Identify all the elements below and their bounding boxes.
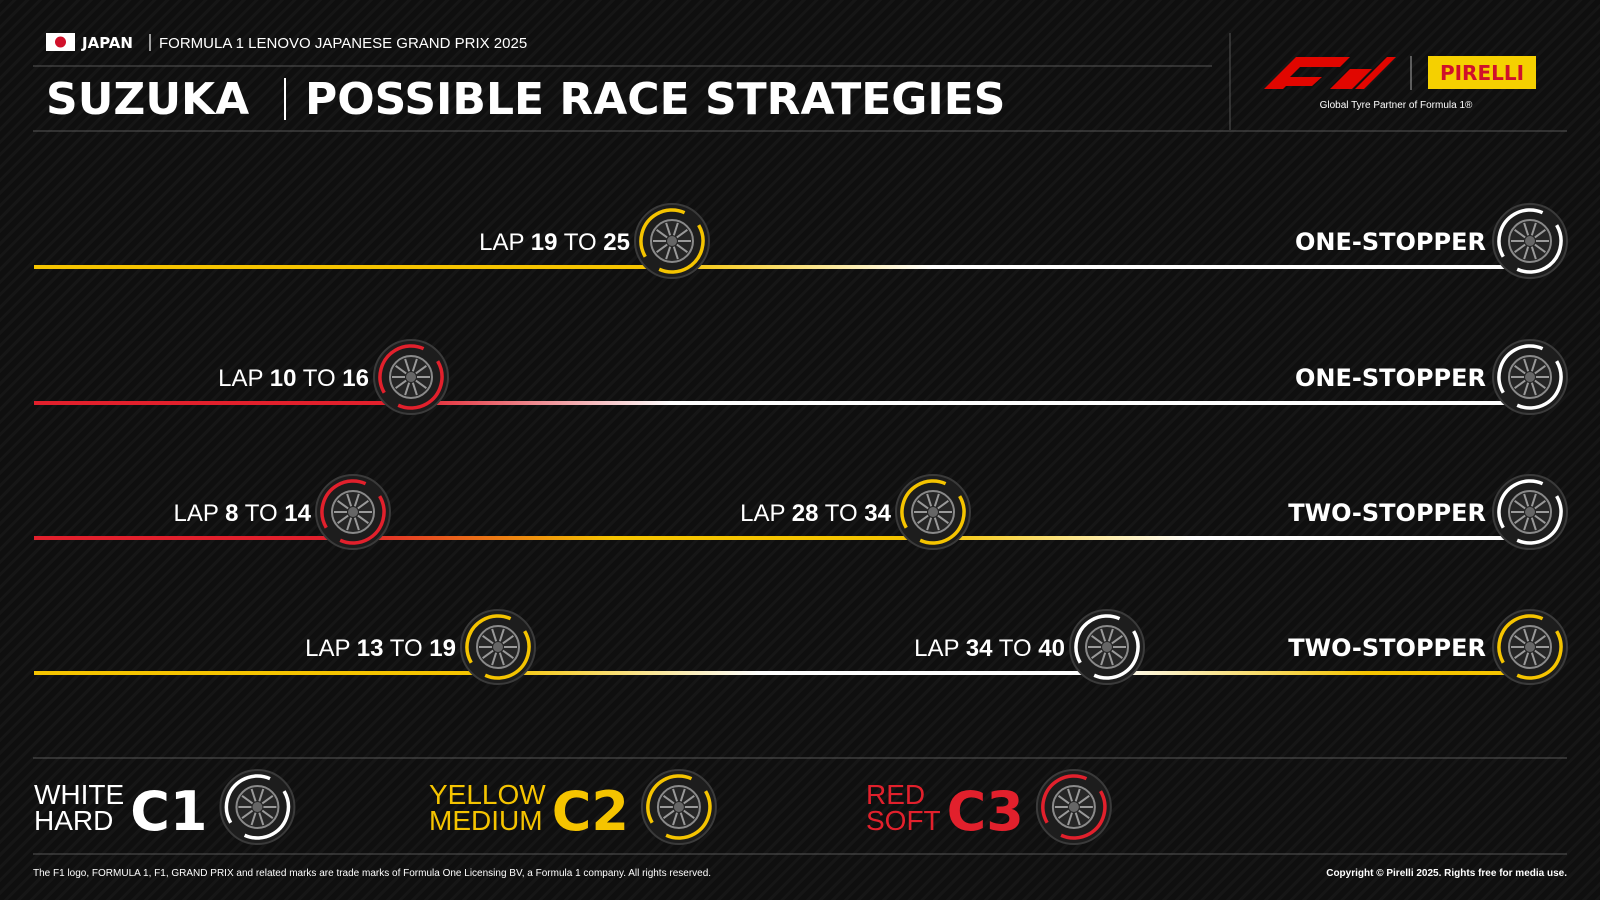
stop-lap: LAP xyxy=(218,365,263,392)
title: POSSIBLE RACE STRATEGIES xyxy=(305,74,1006,125)
stop-lap: LAP xyxy=(479,229,524,256)
stop-label: LAP 28 TO 34 xyxy=(740,500,891,527)
legend-color: YELLOW xyxy=(429,779,546,810)
stop-to: 14 xyxy=(284,500,311,527)
stop-to: 25 xyxy=(603,229,630,256)
tyre xyxy=(1492,609,1568,685)
event: FORMULA 1 LENOVO JAPANESE GRAND PRIX 202… xyxy=(159,35,527,52)
stop-from: 19 xyxy=(531,229,558,256)
legend-compound: MEDIUM xyxy=(429,805,543,836)
tyre xyxy=(1492,203,1568,279)
tyre xyxy=(219,769,296,845)
tyre xyxy=(1035,769,1112,845)
tyre xyxy=(1492,339,1568,415)
stop-label: LAP 13 TO 19 xyxy=(305,635,456,662)
stop-to-word: TO xyxy=(390,635,423,662)
pirelli-logo xyxy=(1428,56,1536,89)
strategies: LAP 19 TO 25 ONE-STOPPER LAP 10 TO 16 ONE-S… xyxy=(34,203,1568,685)
strategy-row: LAP 10 TO 16 ONE-STOPPER xyxy=(34,339,1568,415)
legend-color: WHITE xyxy=(34,779,124,810)
tyre xyxy=(315,474,391,550)
stop-to: 16 xyxy=(342,365,369,392)
country: JAPAN xyxy=(81,34,133,52)
strategy-name: TWO-STOPPER xyxy=(1288,634,1486,662)
stop-to: 19 xyxy=(429,635,456,662)
legend-code: C1 xyxy=(130,780,207,843)
tyre xyxy=(460,609,536,685)
stop-to-word: TO xyxy=(245,500,278,527)
stop-to-word: TO xyxy=(303,365,336,392)
stop-from: 10 xyxy=(270,365,297,392)
stop-label: LAP 8 TO 14 xyxy=(174,500,312,527)
legend-code: C2 xyxy=(552,780,629,843)
stop-from: 34 xyxy=(966,635,993,662)
stop-from: 8 xyxy=(225,500,238,527)
legend-compound: HARD xyxy=(34,805,113,836)
legend-color: RED xyxy=(866,779,925,810)
tyre xyxy=(895,474,971,550)
stop-to-word: TO xyxy=(564,229,597,256)
stop-from: 13 xyxy=(357,635,384,662)
stop-to: 40 xyxy=(1038,635,1065,662)
tyre xyxy=(1492,474,1568,550)
strategy-name: ONE-STOPPER xyxy=(1295,364,1486,392)
tyre xyxy=(640,769,717,845)
legend-code: C3 xyxy=(947,780,1024,843)
tyre xyxy=(1069,609,1145,685)
strategy-name: TWO-STOPPER xyxy=(1288,499,1486,527)
partner: Global Tyre Partner of Formula 1® xyxy=(1320,100,1473,111)
stop-label: LAP 19 TO 25 xyxy=(479,229,630,256)
strategy-row: LAP 13 TO 19 LAP 34 TO 40 TWO-STOPPER xyxy=(34,609,1568,685)
stop-lap: LAP xyxy=(740,500,785,527)
tyre xyxy=(634,203,710,279)
stop-to-word: TO xyxy=(825,500,858,527)
stop-from: 28 xyxy=(792,500,819,527)
f1-logo xyxy=(1264,57,1396,89)
strategy-row: LAP 19 TO 25 ONE-STOPPER xyxy=(34,203,1568,279)
stop-label: LAP 10 TO 16 xyxy=(218,365,369,392)
strategy-row: LAP 8 TO 14 LAP 28 TO 34 TWO-STOPPER xyxy=(34,474,1568,550)
stop-label: LAP 34 TO 40 xyxy=(914,635,1065,662)
stop-to-word: TO xyxy=(999,635,1032,662)
legend-compound: SOFT xyxy=(866,805,941,836)
stop-lap: LAP xyxy=(914,635,959,662)
stop-lap: LAP xyxy=(305,635,350,662)
stop-to: 34 xyxy=(864,500,891,527)
flag-sun xyxy=(55,36,66,48)
circuit: SUZUKA xyxy=(46,74,249,125)
brand: PIRELLI xyxy=(1440,61,1524,85)
copyright: Copyright © Pirelli 2025. Rights free fo… xyxy=(1326,868,1567,879)
disclaimer: The F1 logo, FORMULA 1, F1, GRAND PRIX a… xyxy=(33,868,711,879)
stop-lap: LAP xyxy=(174,500,219,527)
strategy-name: ONE-STOPPER xyxy=(1295,228,1486,256)
tyre xyxy=(373,339,449,415)
